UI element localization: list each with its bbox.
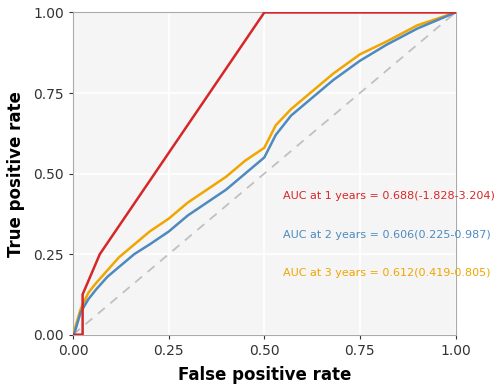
Y-axis label: True positive rate: True positive rate (7, 91, 25, 256)
X-axis label: False positive rate: False positive rate (178, 366, 351, 384)
Text: AUC at 3 years = 0.612(0.419-0.805): AUC at 3 years = 0.612(0.419-0.805) (284, 269, 491, 278)
Text: AUC at 1 years = 0.688(-1.828-3.204): AUC at 1 years = 0.688(-1.828-3.204) (284, 191, 496, 201)
Text: AUC at 2 years = 0.606(0.225-0.987): AUC at 2 years = 0.606(0.225-0.987) (284, 230, 491, 240)
